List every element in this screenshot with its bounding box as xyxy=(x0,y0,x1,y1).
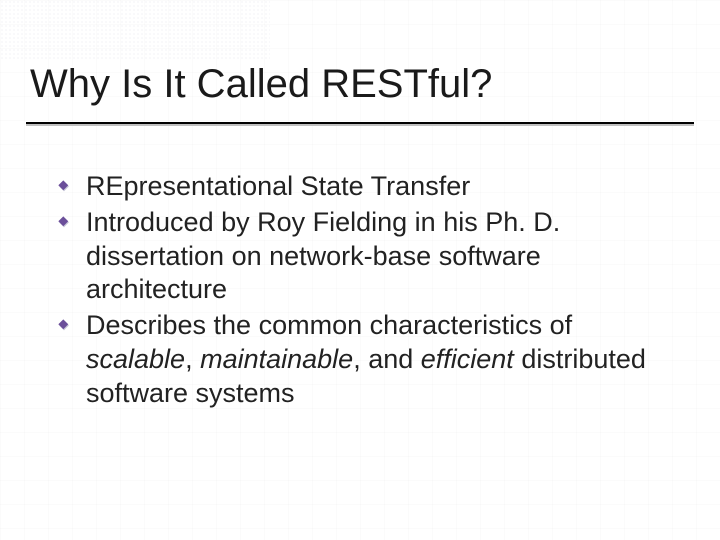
slide: Why Is It Called RESTful? REpresentation… xyxy=(0,0,720,540)
bullet-text: REpresentational State Transfer xyxy=(86,171,470,201)
bullet-icon xyxy=(58,319,70,331)
title-rule xyxy=(26,122,694,124)
bullet-text: Describes the common characteristics of … xyxy=(86,310,646,408)
slide-body: REpresentational State Transfer Introduc… xyxy=(86,170,670,412)
bullet-item: Describes the common characteristics of … xyxy=(86,309,670,410)
text-run: , xyxy=(185,344,200,374)
bullet-icon xyxy=(58,216,70,228)
text-run: Describes the common characteristics of xyxy=(86,310,572,340)
dot-texture xyxy=(0,0,270,60)
slide-title: Why Is It Called RESTful? xyxy=(30,62,492,107)
bullet-item: REpresentational State Transfer xyxy=(86,170,670,204)
bullet-icon xyxy=(58,180,70,192)
italic-run: maintainable xyxy=(200,344,353,374)
bullet-text: Introduced by Roy Fielding in his Ph. D.… xyxy=(86,207,560,305)
text-run: Introduced by Roy Fielding in his Ph. D.… xyxy=(86,207,560,305)
text-run: , and xyxy=(353,344,421,374)
bullet-item: Introduced by Roy Fielding in his Ph. D.… xyxy=(86,206,670,307)
text-run: REpresentational State Transfer xyxy=(86,171,470,201)
italic-run: scalable xyxy=(86,344,185,374)
italic-run: efficient xyxy=(421,344,514,374)
